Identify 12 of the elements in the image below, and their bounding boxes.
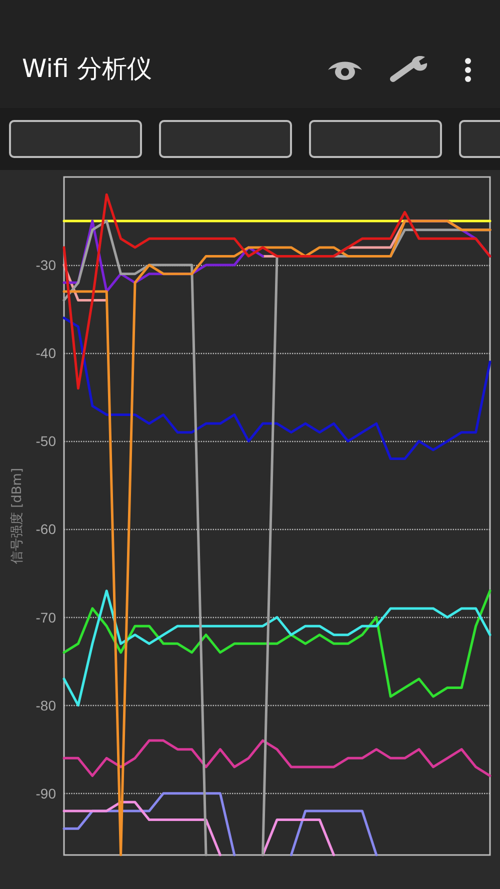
y-tick-label: -90 [36,785,56,802]
chart-title: Wifi 分析仪 [22,53,152,85]
y-tick-label: -40 [36,345,56,362]
y-tick-label: -80 [36,697,56,714]
line-series [62,739,492,778]
line-series [62,193,492,390]
line-series [62,316,492,460]
y-tick-label: -30 [36,257,56,274]
y-tick-label: -70 [36,609,56,626]
y-tick-label: -60 [36,521,56,538]
y-tick-label: -50 [36,433,56,450]
y-axis-title: 信号强度 [dBm] [9,468,25,564]
